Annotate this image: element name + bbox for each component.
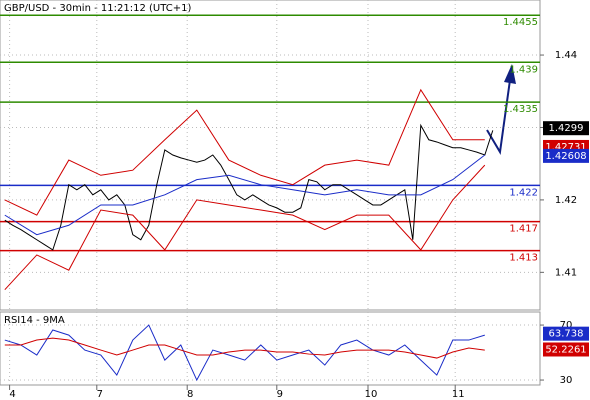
level-label: 1.4455 [503,17,538,28]
level-label: 1.422 [509,187,538,198]
x-tick-label: 8 [187,389,193,400]
series-line [4,164,486,291]
y-tick-label: 1.44 [555,50,577,61]
price-badge-label: 63.738 [549,329,584,340]
price-badge-label: 52.2261 [545,344,586,355]
y-tick-label: 1.42 [555,195,577,206]
arrow-head [504,64,516,84]
forecast-arrow [486,79,511,155]
level-label: 1.413 [509,253,538,264]
series-line [4,324,485,382]
x-tick-label: 4 [9,389,15,400]
price-badge-label: 1.42731 [545,142,586,153]
y-tick-label: 30 [560,375,573,386]
price-badge [543,121,589,136]
x-tick-label: 9 [277,389,283,400]
level-label: 1.439 [509,64,538,75]
series-line [4,123,494,251]
price-badge [543,148,589,163]
series-line [4,154,486,236]
price-badge-label: 1.4299 [549,123,584,134]
rsi-panel [0,311,541,386]
price-badge [543,326,589,341]
level-label: 1.4335 [503,104,538,115]
price-badge-label: 1.42608 [545,151,586,162]
panel-title: GBP/USD - 30min - 11:21:12 (UTC+1) [4,3,191,14]
y-tick-label: 1.41 [555,267,577,278]
series-line [4,88,485,216]
series-line [4,337,485,359]
x-tick-label: 10 [365,389,378,400]
panel-title: RSI14 - 9MA [4,315,65,326]
x-tick-label: 7 [97,389,103,400]
price-badge [543,342,589,357]
x-tick-label: 11 [452,389,465,400]
level-label: 1.417 [509,224,538,235]
main-panel [0,0,541,311]
y-tick-label: 70 [560,320,573,331]
